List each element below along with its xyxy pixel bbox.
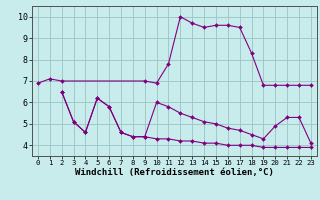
X-axis label: Windchill (Refroidissement éolien,°C): Windchill (Refroidissement éolien,°C) — [75, 168, 274, 177]
